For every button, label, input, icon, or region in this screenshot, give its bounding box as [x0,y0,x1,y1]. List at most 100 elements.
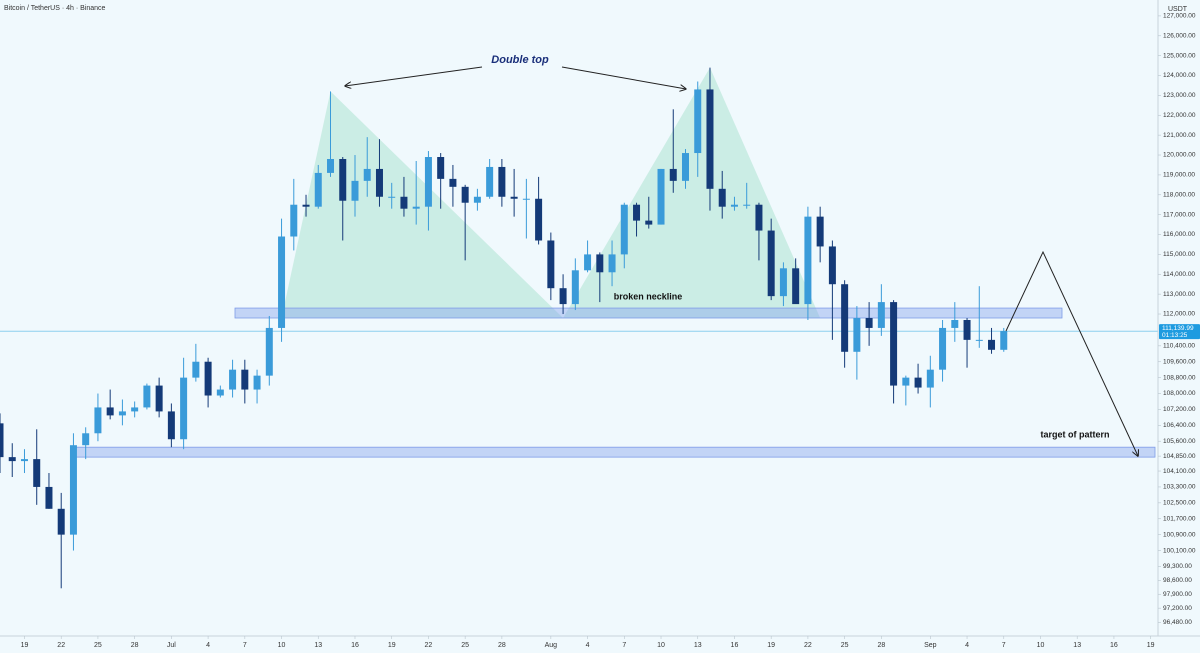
y-tick-label: 120,000.00 [1163,152,1196,159]
candle-body [241,369,249,390]
candle-body [963,319,971,340]
candle-body [535,198,543,241]
pattern-label: Double top [491,54,549,66]
candle-body [608,254,616,273]
candle-body [559,288,567,305]
candle-body [278,236,286,328]
y-tick-label: 97,200.00 [1163,605,1192,612]
neckline-label: broken neckline [614,291,683,301]
x-tick-label: 25 [94,642,102,649]
last-price-badge [1159,324,1200,340]
candle-body [596,254,604,273]
y-tick-label: 112,000.00 [1163,311,1195,318]
candle-body [363,168,371,181]
price-zone [73,446,1156,458]
candle-body [510,196,518,199]
candle-body [547,240,555,289]
candle-body [327,159,335,173]
y-tick-label: 103,300.00 [1163,484,1196,491]
x-tick-label: 4 [965,642,969,649]
x-tick-label: 22 [57,642,65,649]
y-tick-label: 122,000.00 [1163,112,1196,119]
candle-body [94,407,102,434]
candle-body [57,508,65,535]
y-tick-label: 108,000.00 [1163,390,1196,397]
candle-body [461,186,469,203]
y-tick-label: 96,480.00 [1163,619,1192,626]
y-tick-label: 108,800.00 [1163,374,1196,381]
candle-body [424,157,432,207]
candle-body [975,339,983,341]
candle-body [400,196,408,209]
y-tick-label: 109,600.00 [1163,358,1196,365]
candle-body [865,318,873,328]
y-tick-label: 127,000.00 [1163,13,1196,20]
y-tick-label: 116,000.00 [1163,231,1195,238]
candle-body [118,411,126,416]
y-tick-label: 119,000.00 [1163,172,1195,179]
candle-body [792,268,800,305]
x-tick-label: 28 [877,642,885,649]
candle-body [437,157,445,179]
candle-body [388,196,396,198]
x-tick-label: Jul [167,642,176,649]
x-tick-label: 4 [206,642,210,649]
candle-body [633,204,641,221]
y-tick-label: 101,700.00 [1163,515,1196,522]
y-tick-label: 115,000.00 [1163,251,1195,258]
candle-body [853,318,861,352]
candle-body [131,407,139,412]
candle-body [20,459,28,462]
candle-body [914,377,922,388]
candle-body [584,254,592,271]
candle-body [767,230,775,297]
candle-body [412,206,420,209]
candle-body [192,361,200,378]
x-tick-label: 13 [314,642,322,649]
x-tick-label: 22 [425,642,433,649]
candle-body [167,411,175,440]
x-tick-label: 10 [1037,642,1045,649]
target-label: target of pattern [1040,430,1109,440]
candle-body [890,302,898,386]
y-tick-label: 123,000.00 [1163,92,1196,99]
candle-body [106,407,114,416]
candle-body [8,457,16,462]
y-tick-label: 121,000.00 [1163,132,1196,139]
x-tick-label: 4 [586,642,590,649]
x-tick-label: 16 [351,642,359,649]
candle-body [155,385,163,412]
candle-body [375,168,383,197]
candle-body [45,486,53,509]
y-tick-label: 100,900.00 [1163,531,1196,538]
x-tick-label: 7 [1002,642,1006,649]
x-tick-label: 25 [461,642,469,649]
candle-body [669,168,677,181]
candle-body [216,389,224,396]
candle-body [351,180,359,201]
x-tick-label: 7 [622,642,626,649]
candle-body [706,89,714,189]
candle-body [743,204,751,206]
x-tick-label: 13 [1073,642,1081,649]
candle-body [302,204,310,207]
candle-body [314,172,322,207]
candle-body [718,188,726,207]
candle-body [498,166,506,197]
candle-body [877,302,885,328]
y-tick-label: 104,100.00 [1163,468,1196,475]
y-tick-label: 125,000.00 [1163,52,1196,59]
candle-body [180,377,188,440]
candle-body [804,216,812,305]
x-tick-label: 28 [131,642,139,649]
x-tick-label: 22 [804,642,812,649]
candle-body [522,198,530,200]
candle-body [229,369,237,390]
x-tick-label: 10 [657,642,665,649]
y-tick-label: 113,000.00 [1163,291,1195,298]
x-tick-label: 19 [1147,642,1155,649]
candle-body [902,377,910,386]
candle-body [265,327,273,376]
candle-body [143,385,151,408]
